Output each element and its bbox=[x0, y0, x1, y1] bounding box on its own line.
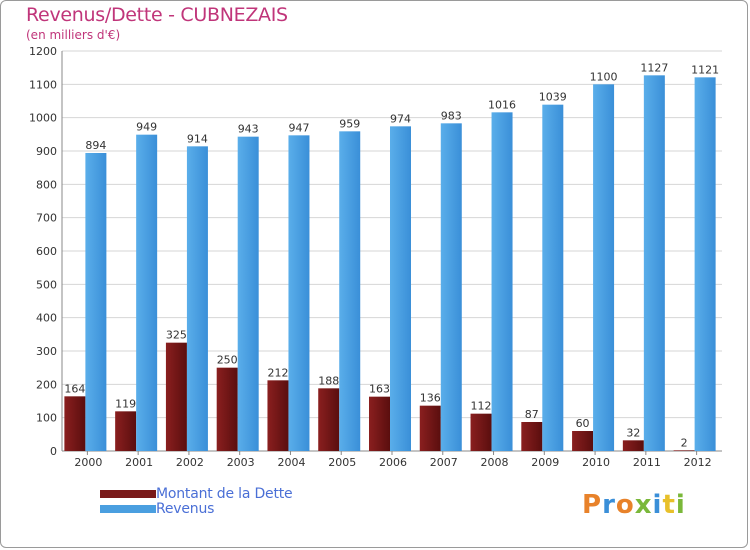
data-label-dette: 60 bbox=[576, 417, 590, 430]
x-tick-label: 2005 bbox=[328, 456, 356, 469]
data-label-dette: 325 bbox=[166, 329, 187, 342]
logo-letter: i bbox=[675, 490, 686, 520]
legend-swatch-dette bbox=[100, 489, 156, 498]
data-label-dette: 250 bbox=[217, 354, 238, 367]
data-label-dette: 188 bbox=[318, 374, 339, 387]
data-label-dette: 119 bbox=[115, 397, 136, 410]
bar-dette bbox=[318, 388, 340, 451]
logo-letter: x bbox=[634, 490, 653, 520]
bar-dette bbox=[64, 396, 86, 451]
logo-letter: o bbox=[615, 490, 635, 520]
logo-letter: t bbox=[662, 490, 676, 520]
bar-revenus bbox=[643, 75, 665, 451]
chart-subtitle: (en milliers d'€) bbox=[26, 28, 121, 42]
bar-dette bbox=[622, 440, 644, 451]
x-tick-label: 2003 bbox=[227, 456, 255, 469]
data-label-revenus: 983 bbox=[441, 109, 462, 122]
bar-revenus bbox=[593, 84, 615, 451]
bar-revenus bbox=[288, 135, 310, 452]
bar-revenus bbox=[85, 153, 107, 451]
bar-revenus bbox=[440, 123, 462, 451]
proxiti-logo: Proxiti bbox=[582, 490, 686, 520]
x-tick-label: 2002 bbox=[176, 456, 204, 469]
x-tick-label: 2011 bbox=[633, 456, 661, 469]
y-tick-label: 300 bbox=[36, 345, 57, 358]
data-label-revenus: 894 bbox=[85, 139, 106, 152]
bar-revenus bbox=[237, 136, 259, 451]
bar-dette bbox=[419, 405, 441, 451]
y-tick-label: 800 bbox=[36, 178, 57, 191]
bar-revenus bbox=[136, 134, 158, 451]
data-label-revenus: 943 bbox=[238, 123, 259, 136]
y-tick-label: 700 bbox=[36, 212, 57, 225]
x-tick-label: 2000 bbox=[74, 456, 102, 469]
x-tick-label: 2009 bbox=[531, 456, 559, 469]
bar-dette bbox=[521, 422, 543, 451]
data-label-dette: 87 bbox=[525, 408, 539, 421]
y-tick-label: 1200 bbox=[29, 45, 57, 58]
legend-swatch-revenus bbox=[100, 504, 156, 513]
data-label-revenus: 949 bbox=[136, 121, 157, 134]
data-label-revenus: 1016 bbox=[488, 98, 516, 111]
bar-dette bbox=[267, 380, 289, 451]
bar-dette bbox=[369, 396, 390, 451]
data-label-revenus: 974 bbox=[390, 112, 411, 125]
bar-dette bbox=[673, 450, 695, 451]
data-label-revenus: 1121 bbox=[691, 63, 719, 76]
logo-letter: r bbox=[602, 490, 616, 520]
data-label-revenus: 914 bbox=[187, 132, 208, 145]
chart-title: Revenus/Dette - CUBNEZAIS bbox=[26, 4, 288, 26]
x-tick-label: 2008 bbox=[481, 456, 509, 469]
bar-revenus bbox=[390, 126, 411, 451]
y-tick-label: 200 bbox=[36, 378, 57, 391]
y-tick-label: 1100 bbox=[29, 78, 57, 91]
bar-dette bbox=[470, 413, 492, 451]
y-tick-label: 400 bbox=[36, 312, 57, 325]
data-label-revenus: 1127 bbox=[640, 61, 668, 74]
data-label-dette: 163 bbox=[369, 383, 390, 396]
data-label-dette: 136 bbox=[420, 392, 441, 405]
x-tick-label: 2001 bbox=[125, 456, 153, 469]
y-tick-label: 0 bbox=[50, 445, 57, 458]
bar-dette bbox=[216, 367, 238, 451]
y-tick-label: 600 bbox=[36, 245, 57, 258]
bar-revenus bbox=[491, 112, 513, 451]
logo-letter: i bbox=[652, 490, 663, 520]
bar-revenus bbox=[339, 131, 361, 452]
legend-label-dette: Montant de la Dette bbox=[156, 485, 293, 502]
bar-revenus bbox=[694, 77, 716, 451]
bar-dette bbox=[165, 342, 187, 451]
bar-revenus bbox=[542, 104, 564, 452]
legend-label-revenus: Revenus bbox=[156, 500, 215, 517]
data-label-dette: 112 bbox=[471, 400, 492, 413]
data-label-revenus: 947 bbox=[288, 121, 309, 134]
x-tick-label: 2004 bbox=[277, 456, 305, 469]
data-label-dette: 212 bbox=[267, 366, 288, 379]
x-tick-label: 2010 bbox=[582, 456, 610, 469]
data-label-dette: 164 bbox=[64, 382, 85, 395]
data-label-dette: 2 bbox=[681, 436, 688, 449]
bar-revenus bbox=[186, 146, 208, 452]
legend-item-dette: Montant de la Dette bbox=[100, 485, 293, 502]
x-tick-label: 2006 bbox=[379, 456, 407, 469]
logo-letter: P bbox=[582, 490, 603, 520]
data-label-revenus: 1039 bbox=[539, 91, 567, 104]
y-tick-label: 100 bbox=[36, 412, 57, 425]
y-tick-label: 500 bbox=[36, 278, 57, 291]
bar-dette bbox=[572, 431, 594, 451]
x-tick-label: 2012 bbox=[684, 456, 712, 469]
y-tick-label: 1000 bbox=[29, 112, 57, 125]
data-label-revenus: 959 bbox=[339, 117, 360, 130]
data-label-revenus: 1100 bbox=[590, 70, 618, 83]
y-tick-label: 900 bbox=[36, 145, 57, 158]
data-label-dette: 32 bbox=[626, 426, 640, 439]
x-tick-label: 2007 bbox=[430, 456, 458, 469]
legend-item-revenus: Revenus bbox=[100, 500, 292, 517]
bar-dette bbox=[115, 411, 137, 451]
legend: Montant de la Dette Revenus bbox=[100, 485, 293, 517]
